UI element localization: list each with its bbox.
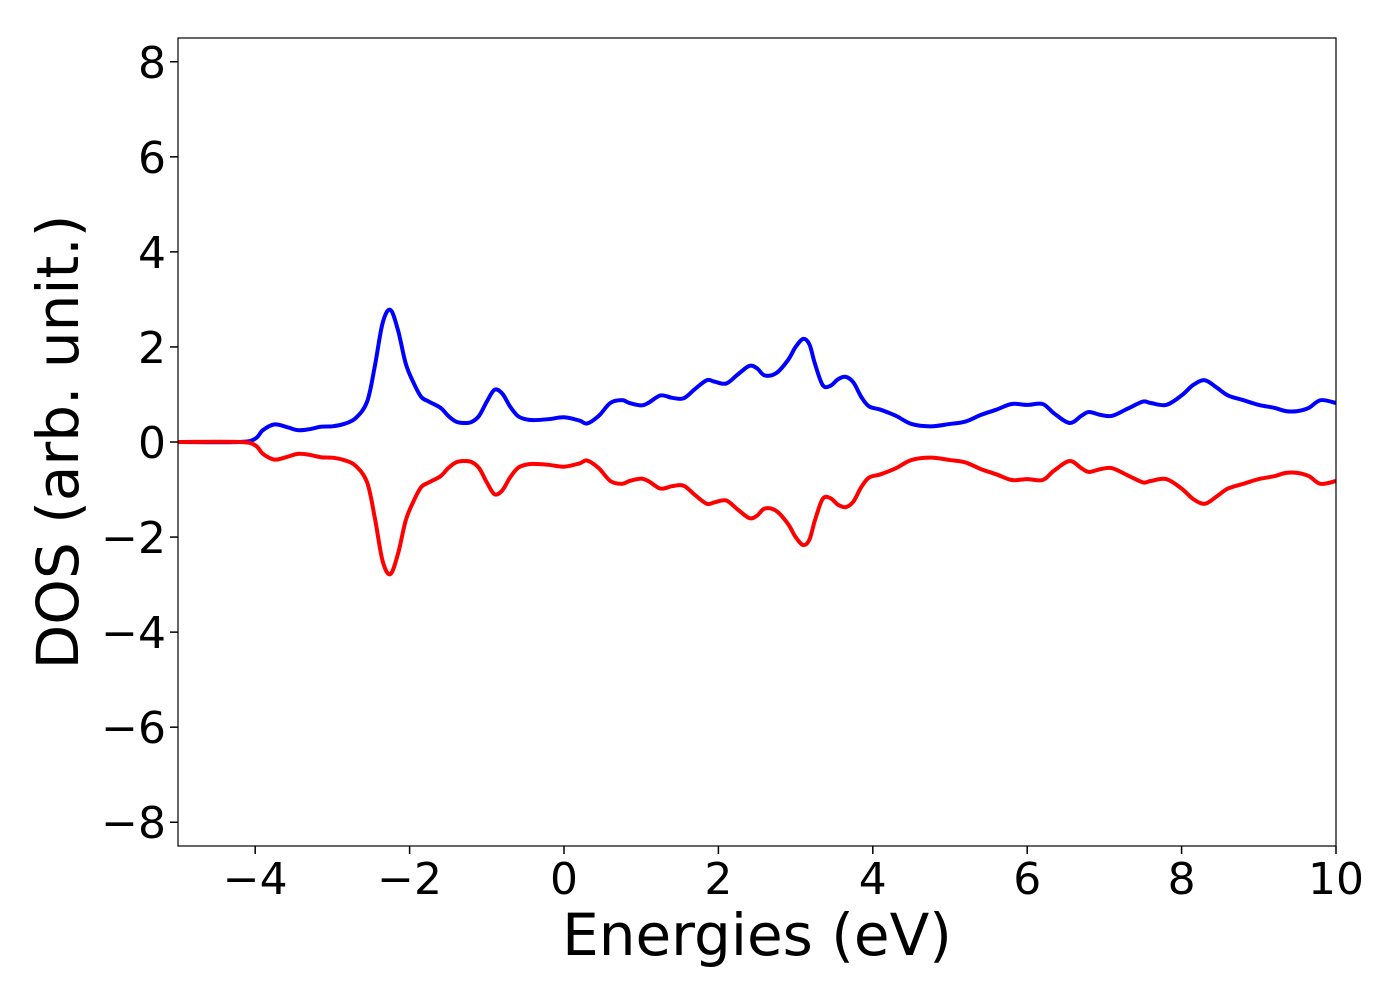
y-tick-label: −6 bbox=[101, 703, 166, 754]
y-tick-label: 4 bbox=[138, 228, 166, 279]
x-tick-label: 2 bbox=[704, 854, 732, 905]
series-layer bbox=[177, 307, 1337, 577]
x-tick-label: 8 bbox=[1168, 854, 1196, 905]
y-tick-label: 0 bbox=[138, 418, 166, 469]
y-tick-label: −8 bbox=[101, 798, 166, 849]
x-tick-label: 4 bbox=[859, 854, 887, 905]
y-axis-label: DOS (arb. unit.) bbox=[24, 215, 92, 670]
x-axis-ticks: −4 −2 0 2 4 6 8 10 bbox=[223, 846, 1364, 905]
x-axis-label: Energies (eV) bbox=[562, 901, 952, 969]
y-tick-label: 8 bbox=[138, 38, 166, 89]
x-tick-label: 10 bbox=[1308, 854, 1364, 905]
y-tick-label: −4 bbox=[101, 608, 166, 659]
y-tick-label: 6 bbox=[138, 133, 166, 184]
series-line-2 bbox=[177, 439, 1337, 577]
y-tick-label: −2 bbox=[101, 513, 166, 564]
series-line-1 bbox=[177, 307, 1337, 445]
x-tick-label: 0 bbox=[550, 854, 578, 905]
y-axis-ticks: −8 −6 −4 −2 0 2 4 6 8 bbox=[101, 38, 178, 849]
x-tick-label: 6 bbox=[1013, 854, 1041, 905]
y-tick-label: 2 bbox=[138, 323, 166, 374]
x-tick-label: −2 bbox=[377, 854, 442, 905]
x-tick-label: −4 bbox=[223, 854, 288, 905]
